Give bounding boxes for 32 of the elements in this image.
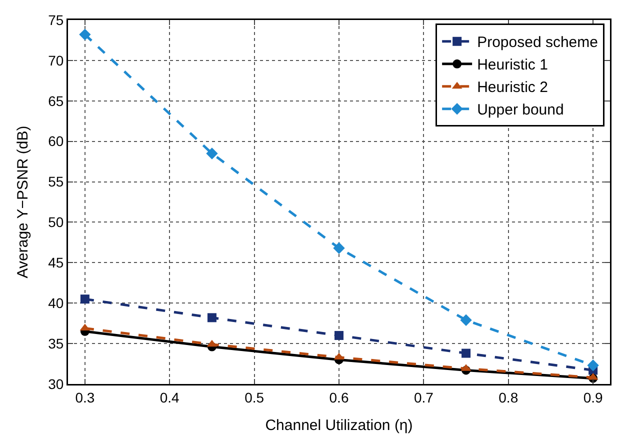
y-tick-label: 45 [48, 254, 64, 271]
y-tick-label: 75 [48, 12, 64, 28]
x-tick-label: 0.8 [498, 389, 518, 406]
legend-label: Proposed scheme [477, 34, 598, 52]
legend-label: Upper bound [477, 102, 564, 119]
x-tick-label: 0.4 [160, 389, 180, 406]
x-axis-title: Channel Utilization (η) [265, 417, 413, 434]
y-tick-label: 50 [48, 214, 64, 230]
y-tick-label: 70 [48, 52, 64, 68]
y-tick-label: 60 [48, 133, 64, 150]
x-tick-label: 0.7 [414, 389, 434, 406]
point [587, 360, 599, 372]
x-tick-label: 0.3 [75, 389, 95, 406]
point [333, 242, 345, 254]
point [462, 348, 471, 358]
y-tick-label: 30 [48, 376, 64, 392]
x-tick-label: 0.5 [244, 389, 264, 406]
y-tick-label: 40 [48, 295, 64, 312]
legend-label: Heuristic 2 [477, 79, 548, 96]
point [206, 148, 218, 160]
point [80, 294, 90, 304]
y-tick-label: 35 [48, 335, 64, 352]
y-tick-label: 55 [48, 174, 64, 190]
x-tick-label: 0.9 [583, 389, 603, 406]
x-tick-label: 0.6 [329, 389, 349, 406]
y-axis-title: Average Y−PSNR (dB) [14, 126, 32, 278]
point [334, 330, 344, 340]
legend-label: Heuristic 1 [477, 56, 548, 74]
y-tick-label: 65 [48, 92, 64, 109]
point [460, 314, 472, 326]
point [207, 313, 216, 322]
point [79, 28, 91, 40]
